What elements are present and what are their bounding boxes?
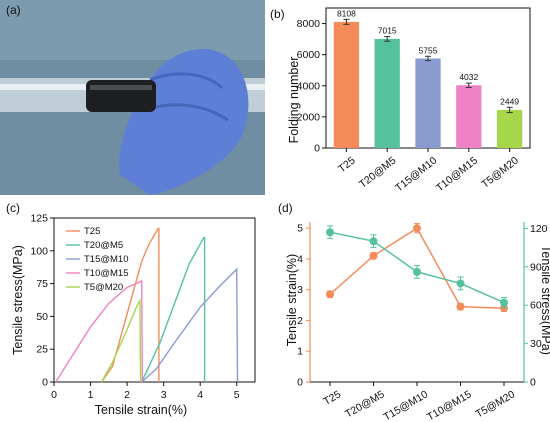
d-right-tick-label: 0	[530, 377, 536, 389]
d-x-tick-label: T25	[321, 388, 343, 408]
panel-b-label: (b)	[270, 7, 285, 21]
c-legend-label: T10@M15	[84, 268, 129, 279]
panel-d-label: (d)	[278, 201, 293, 215]
b-bar	[496, 109, 523, 148]
d-x-tick-label: T20@M5	[343, 388, 387, 420]
panel-c-label: (c)	[6, 201, 20, 215]
panel-d-chart: (d) Tensile strain(%) Tensile stress(MPa…	[278, 201, 550, 422]
d-stress-point	[326, 228, 334, 237]
c-x-tick-label: 0	[51, 389, 57, 401]
c-legend-label: T20@M5	[84, 240, 123, 251]
b-data-label: 4032	[459, 72, 478, 82]
c-plot-frame	[53, 217, 256, 383]
c-series-line	[55, 279, 144, 383]
b-x-tick-label: T5@M20	[479, 154, 521, 190]
b-y-axis-title: Folding number	[287, 57, 301, 144]
d-stress-point	[500, 298, 508, 307]
b-x-tick-label: T10@M15	[434, 154, 480, 194]
panel-a-label: (a)	[6, 3, 21, 17]
panel-c-chart: (c) Tensile strain(%) Tensile stress(MPa…	[6, 201, 256, 417]
c-series-line	[100, 298, 142, 383]
glove-fold	[149, 72, 224, 90]
c-y-tick-label: 50	[36, 311, 48, 323]
c-legend-label: T5@M20	[84, 282, 123, 293]
c-y-tick-label: 75	[36, 278, 48, 290]
c-series-line	[141, 236, 206, 383]
c-y-axis-title: Tensile stress(MPa)	[11, 245, 25, 355]
d-left-tick-label: 5	[297, 223, 303, 235]
d-left-axis-title: Tensile strain(%)	[285, 254, 299, 346]
b-bar	[333, 21, 360, 148]
c-series-line	[100, 227, 160, 383]
d-strain-point	[369, 251, 378, 260]
b-y-tick-label: 6000	[297, 49, 321, 61]
c-x-axis-title: Tensile strain(%)	[95, 403, 187, 417]
c-legend-label: T15@M10	[84, 254, 129, 265]
c-x-tick-label: 1	[88, 389, 94, 401]
c-y-tick-label: 100	[30, 245, 48, 257]
b-y-tick-label: 0	[314, 143, 320, 155]
d-stress-point	[413, 267, 421, 276]
d-left-tick-label: 1	[297, 346, 303, 358]
d-left-tick-label: 4	[297, 253, 303, 265]
b-bar	[415, 58, 441, 148]
d-strain-point	[413, 224, 421, 233]
b-y-tick-label: 2000	[297, 111, 321, 123]
c-y-tick-label: 25	[36, 344, 48, 356]
d-left-tick-label: 0	[297, 377, 303, 389]
c-y-tick-label: 0	[42, 377, 48, 389]
d-right-axis-title: Tensile stress(MPa)	[539, 245, 550, 355]
d-stress-point	[369, 237, 378, 246]
b-data-label: 2449	[500, 96, 519, 106]
panel-b-chart: (b) Folding number 0 2000 4000 6000 8000 8108…	[270, 7, 531, 194]
d-stress-point	[456, 279, 465, 288]
photo-panel: (a)	[0, 0, 265, 195]
d-left-tick-label: 2	[297, 315, 303, 327]
d-strain-point	[456, 302, 465, 311]
c-x-tick-label: 3	[161, 389, 167, 401]
c-legend-label: T25	[84, 226, 100, 237]
b-bar	[456, 85, 482, 148]
b-x-tick-label: T25	[336, 154, 358, 175]
photo-highlight	[0, 0, 265, 60]
d-x-tick-label: T10@M15	[425, 388, 474, 422]
c-x-tick-label: 5	[234, 389, 240, 401]
d-left-tick-label: 3	[297, 284, 303, 296]
b-bar	[374, 38, 400, 148]
d-x-tick-label: T15@M10	[382, 388, 431, 422]
b-y-tick-label: 4000	[297, 80, 321, 92]
d-right-tick-label: 60	[530, 300, 542, 312]
b-x-tick-label: T15@M10	[393, 154, 439, 194]
d-x-tick-label: T5@M20	[474, 388, 518, 420]
d-right-tick-label: 30	[530, 338, 542, 350]
b-y-tick-label: 8000	[297, 18, 321, 30]
b-data-label: 8108	[337, 8, 356, 18]
d-right-tick-label: 90	[530, 261, 542, 273]
d-right-tick-label: 120	[530, 223, 548, 235]
b-data-label: 5755	[419, 45, 438, 55]
d-strain-point	[326, 290, 334, 299]
c-series-line	[141, 267, 239, 383]
c-y-tick-label: 125	[30, 213, 48, 225]
c-x-tick-label: 2	[124, 389, 130, 401]
roller-image	[86, 80, 156, 112]
b-data-label: 7015	[378, 26, 397, 36]
roller-shine	[90, 85, 152, 90]
c-x-tick-label: 4	[197, 389, 203, 401]
